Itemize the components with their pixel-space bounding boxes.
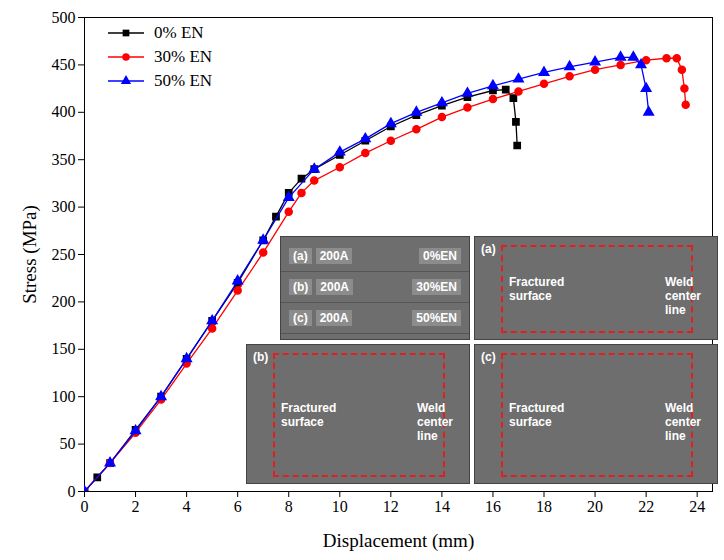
html-text:Fractured surface: Fractured surface <box>509 275 565 303</box>
html-text:50% EN: 50% EN <box>154 71 213 90</box>
svg-text:14: 14 <box>434 498 450 515</box>
html-text:30% EN: 30% EN <box>154 47 213 66</box>
html-text:30%EN: 30%EN <box>416 280 457 294</box>
svg-text:200: 200 <box>52 293 76 310</box>
svg-text:0: 0 <box>81 498 89 515</box>
html-text:0%EN: 0%EN <box>423 249 457 263</box>
svg-text:50: 50 <box>60 435 76 452</box>
html-text:50%EN: 50%EN <box>416 311 457 325</box>
svg-text:16: 16 <box>485 498 501 515</box>
svg-text:20: 20 <box>587 498 603 515</box>
svg-text:100: 100 <box>52 388 76 405</box>
svg-text:500: 500 <box>52 9 76 26</box>
svg-text:Stress (MPa): Stress (MPa) <box>19 205 41 304</box>
svg-text:350: 350 <box>52 151 76 168</box>
html-text:Weld center line: Weld center line <box>665 275 701 317</box>
svg-text:12: 12 <box>383 498 399 515</box>
svg-text:0: 0 <box>68 483 76 500</box>
svg-text:450: 450 <box>52 56 76 73</box>
svg-text:Displacement (mm): Displacement (mm) <box>323 530 474 552</box>
svg-text:4: 4 <box>183 498 191 515</box>
html-text:(a): (a) <box>481 242 496 256</box>
html-text:Fractured surface: Fractured surface <box>509 401 565 429</box>
html-text:200A: 200A <box>319 249 349 263</box>
svg-text:300: 300 <box>52 198 76 215</box>
html-text:(b): (b) <box>293 280 309 294</box>
svg-text:2: 2 <box>132 498 140 515</box>
html-text:Weld center line: Weld center line <box>665 401 701 443</box>
svg-text:6: 6 <box>234 498 242 515</box>
html-text:(b): (b) <box>253 350 269 364</box>
html-text:(a): (a) <box>293 249 308 263</box>
svg-text:22: 22 <box>638 498 654 515</box>
svg-text:150: 150 <box>52 340 76 357</box>
html-text:200A: 200A <box>319 311 349 325</box>
html-text:200A: 200A <box>320 280 349 294</box>
svg-text:10: 10 <box>332 498 348 515</box>
svg-text:250: 250 <box>52 246 76 263</box>
html-text:Fractured surface: Fractured surface <box>281 401 337 429</box>
html-text:(c): (c) <box>293 311 308 325</box>
html-text:(c): (c) <box>481 350 496 364</box>
svg-text:24: 24 <box>689 498 705 515</box>
svg-text:18: 18 <box>536 498 552 515</box>
svg-text:400: 400 <box>52 103 76 120</box>
svg-text:8: 8 <box>285 498 293 515</box>
html-text:Weld center line: Weld center line <box>417 401 453 443</box>
html-text:0% EN: 0% EN <box>154 23 204 42</box>
